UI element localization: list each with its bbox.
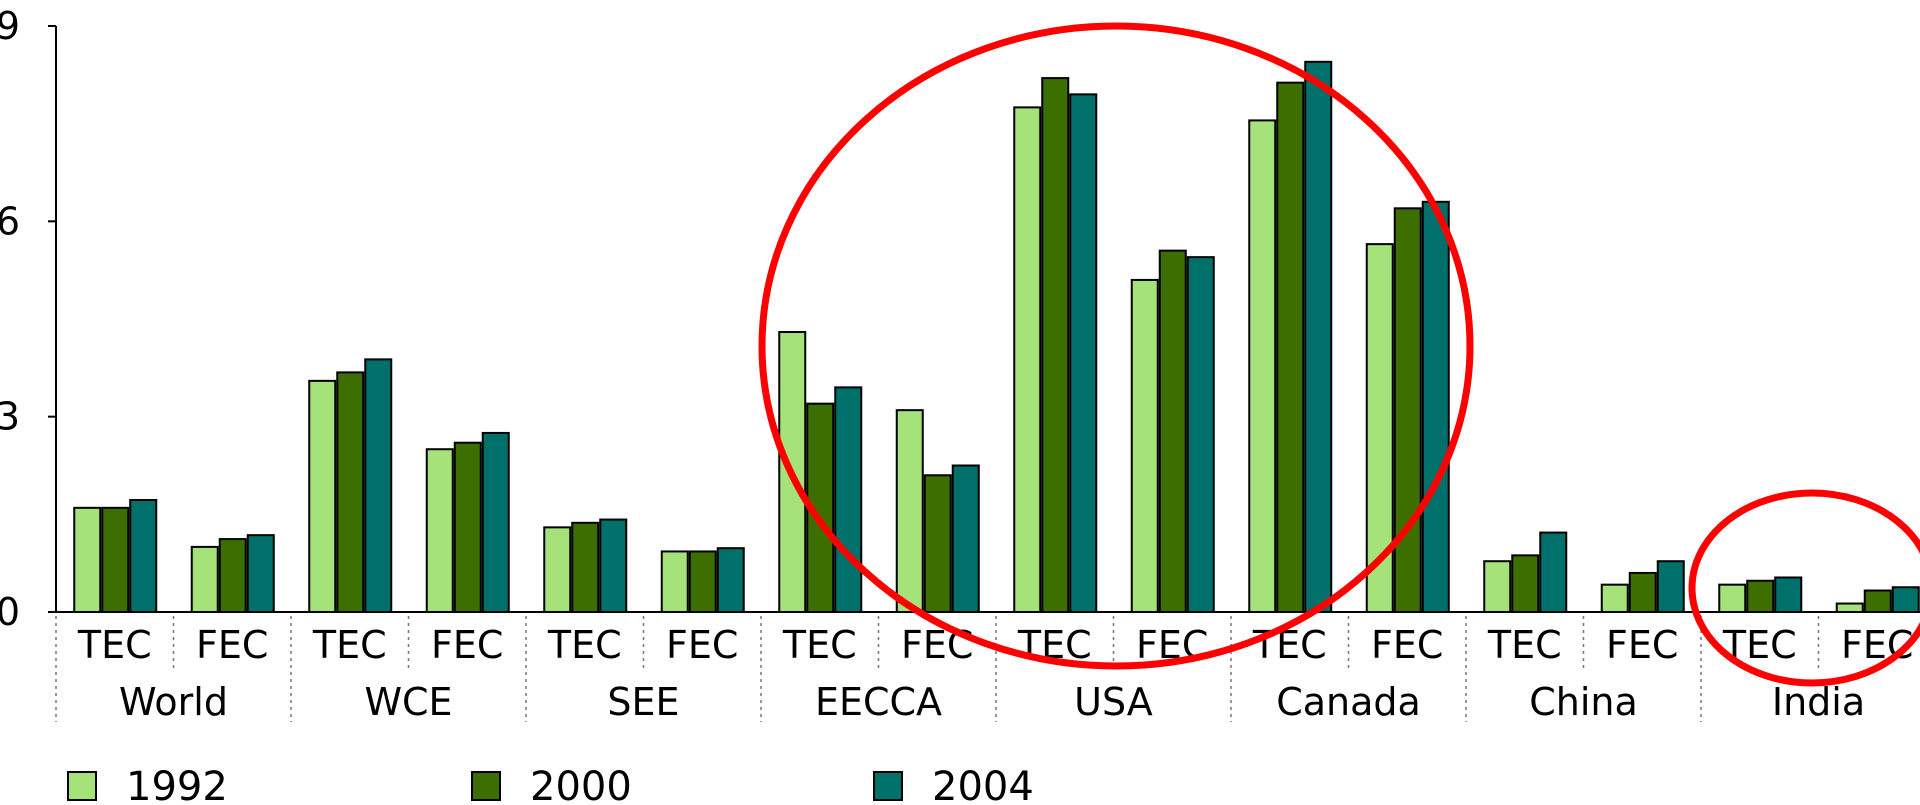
legend-swatch-2000 <box>471 771 501 801</box>
bar-world-fec-2000 <box>218 538 247 614</box>
bar-usa-fec-2000 <box>1158 249 1187 613</box>
bar-china-tec-2000 <box>1511 554 1540 613</box>
x-group-label: WCE <box>364 680 452 724</box>
bar-usa-fec-2004 <box>1186 256 1215 613</box>
x-sub-label: FEC <box>196 623 268 667</box>
bar-india-fec-2004 <box>1891 586 1920 613</box>
x-group-label: EECCA <box>815 680 942 724</box>
highlight-ellipse <box>1688 489 1920 687</box>
x-sub-label: TEC <box>77 623 152 667</box>
bar-usa-tec-2004 <box>1069 93 1098 614</box>
x-sub-label: TEC <box>1252 623 1327 667</box>
y-tick-label: 9 <box>0 4 20 48</box>
highlight-ellipse <box>758 22 1474 670</box>
x-sub-label: TEC <box>312 623 387 667</box>
x-sub-label: FEC <box>431 623 503 667</box>
bar-canada-fec-2004 <box>1421 200 1450 614</box>
bar-india-fec-1992 <box>1835 602 1864 614</box>
bar-world-fec-2004 <box>246 534 275 613</box>
legend-swatch-2004 <box>873 771 903 801</box>
legend-label-1992: 1992 <box>126 764 228 805</box>
bar-india-fec-2000 <box>1863 589 1892 613</box>
y-axis: 0 3 6 9 <box>0 4 57 634</box>
bar-world-tec-1992 <box>73 506 102 614</box>
bar-eecca-tec-2004 <box>834 386 863 613</box>
annotations <box>758 22 1920 687</box>
x-group-label: China <box>1529 680 1638 724</box>
bar-china-fec-1992 <box>1600 583 1629 613</box>
x-sub-label: TEC <box>1487 623 1562 667</box>
bar-usa-tec-1992 <box>1013 106 1042 613</box>
bar-india-tec-1992 <box>1718 583 1747 613</box>
x-group-label: India <box>1772 680 1865 724</box>
bar-india-tec-2004 <box>1774 576 1803 613</box>
y-tick-label: 6 <box>0 199 20 243</box>
x-sub-label: FEC <box>666 623 738 667</box>
bar-world-fec-1992 <box>190 545 219 614</box>
x-group-label: SEE <box>607 680 679 724</box>
y-tick-label: 0 <box>0 590 20 634</box>
x-sub-label: TEC <box>547 623 622 667</box>
bar-china-tec-2004 <box>1539 531 1568 614</box>
bar-canada-tec-1992 <box>1248 119 1277 614</box>
bar-wce-fec-1992 <box>425 448 454 613</box>
x-sub-label: TEC <box>782 623 857 667</box>
bar-china-fec-2000 <box>1628 571 1657 614</box>
bar-eecca-fec-2004 <box>951 464 980 613</box>
bar-wce-tec-2000 <box>336 371 365 613</box>
bar-see-fec-1992 <box>660 550 689 613</box>
bar-see-fec-2000 <box>688 550 717 613</box>
legend-label-2004: 2004 <box>932 764 1034 805</box>
bar-wce-tec-2004 <box>364 358 393 613</box>
bar-see-tec-2000 <box>571 521 600 614</box>
bar-eecca-fec-1992 <box>895 409 924 613</box>
bar-canada-tec-2004 <box>1304 60 1333 614</box>
bar-wce-fec-2000 <box>453 441 482 614</box>
bar-usa-fec-1992 <box>1130 278 1159 613</box>
bar-china-fec-2004 <box>1656 560 1685 613</box>
x-group-label: USA <box>1074 680 1153 724</box>
x-sub-label: FEC <box>901 623 973 667</box>
x-axis: TEC FEC TEC FEC TEC FEC TEC FEC TEC FEC TEC FEC TEC F… <box>55 611 1920 724</box>
x-group-label: World <box>119 680 228 724</box>
y-tick-label: 3 <box>0 395 20 439</box>
bar-eecca-fec-2000 <box>923 474 952 613</box>
bar-wce-fec-2004 <box>481 431 510 614</box>
bar-india-tec-2000 <box>1746 579 1775 613</box>
bar-china-tec-1992 <box>1483 560 1512 613</box>
bars <box>73 60 1920 614</box>
bar-canada-fec-2000 <box>1393 207 1422 614</box>
legend: 1992 2000 2004 <box>67 764 1034 805</box>
x-sub-label: FEC <box>1371 623 1443 667</box>
bar-see-fec-2004 <box>716 547 745 613</box>
bar-world-tec-2004 <box>129 499 158 613</box>
legend-label-2000: 2000 <box>530 764 632 805</box>
bar-see-tec-1992 <box>543 526 572 613</box>
bar-see-tec-2004 <box>599 518 628 614</box>
bar-usa-tec-2000 <box>1041 77 1070 614</box>
x-group-label: Canada <box>1276 680 1421 724</box>
bar-canada-tec-2000 <box>1276 81 1305 613</box>
x-sub-label: FEC <box>1841 623 1913 667</box>
bar-wce-tec-1992 <box>308 379 337 613</box>
x-sub-label: FEC <box>1606 623 1678 667</box>
bar-world-tec-2000 <box>101 506 130 614</box>
legend-swatch-1992 <box>67 771 97 801</box>
